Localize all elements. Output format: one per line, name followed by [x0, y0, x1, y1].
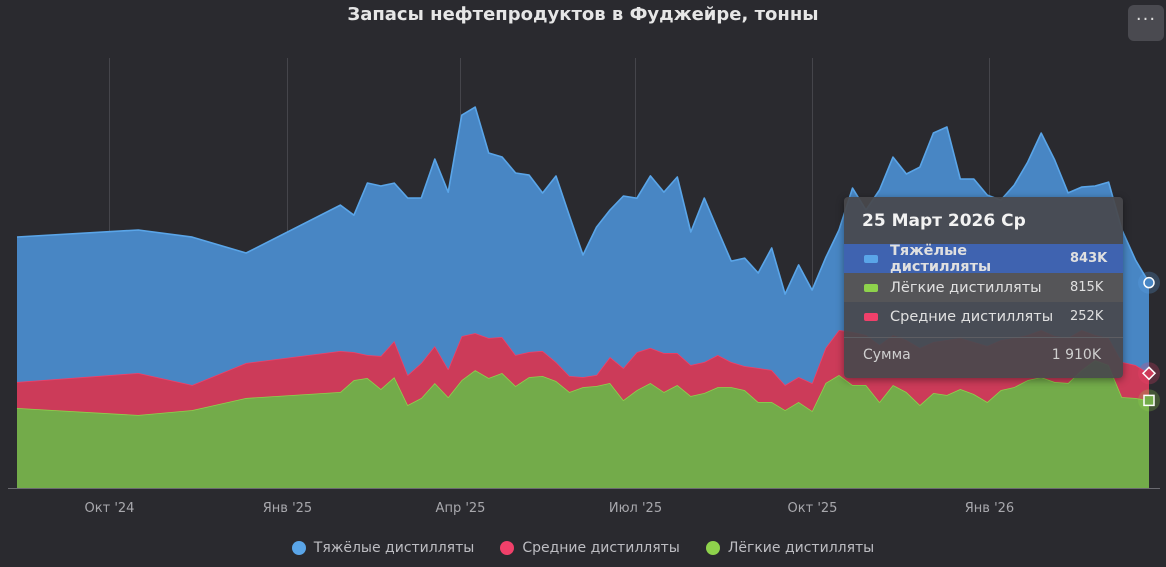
tooltip-sum-label: Сумма [863, 347, 911, 363]
x-tick-label: Окт '24 [85, 501, 135, 516]
circle-icon [500, 541, 515, 555]
legend-item-middle[interactable]: Средние дистилляты [500, 540, 680, 556]
tooltip: 25 Март 2026 Ср Тяжёлые дистилляты 843K … [844, 197, 1123, 378]
tooltip-row-middle: Средние дистилляты 252K [844, 302, 1123, 331]
x-tick-label: Янв '25 [263, 501, 312, 516]
tooltip-row-value: 815K [1070, 280, 1104, 295]
tooltip-row-heavy: Тяжёлые дистилляты 843K [844, 242, 1123, 275]
series-line [16, 106, 1150, 295]
tooltip-date: 25 Март 2026 Ср [862, 211, 1026, 231]
legend-label: Средние дистилляты [522, 540, 680, 556]
legend-label: Тяжёлые дистилляты [313, 540, 475, 556]
x-tick-label: Апр '25 [436, 501, 486, 516]
area-light-distillates [17, 360, 1149, 488]
tooltip-row-label: Тяжёлые дистилляты [890, 242, 992, 275]
tooltip-sum: Сумма 1 910K [863, 347, 1101, 363]
hover-markers [1138, 271, 1160, 412]
chart-title: Запасы нефтепродуктов в Фуджейре, тонны [347, 4, 819, 25]
middle-marker-diamond-icon [1141, 366, 1157, 381]
tooltip-sum-value: 1 910K [1051, 347, 1101, 363]
circle-icon [705, 541, 720, 555]
x-tick-label: Янв '26 [965, 501, 1014, 516]
legend-item-light[interactable]: Лёгкие дистилляты [705, 540, 875, 556]
more-horizontal-icon: ··· [1135, 9, 1157, 30]
heavy-swatch-icon [864, 254, 878, 263]
light-swatch-icon [864, 283, 878, 292]
legend-item-heavy[interactable]: Тяжёлые дистилляты [291, 540, 475, 556]
x-tick-label: Июл '25 [609, 501, 662, 516]
tooltip-row-value: 252K [1070, 309, 1104, 324]
tooltip-row-value: 843K [1070, 251, 1108, 266]
tooltip-row-label: Лёгкие дистилляты [890, 279, 1042, 296]
x-tick-label: Окт '25 [788, 501, 838, 516]
tooltip-row-label: Средние дистилляты [890, 308, 1054, 325]
legend: Тяжёлые дистилляты Средние дистилляты Лё… [0, 540, 1166, 556]
legend-label: Лёгкие дистилляты [727, 540, 875, 556]
circle-icon [291, 541, 306, 555]
tooltip-row-light: Лёгкие дистилляты 815K [844, 273, 1123, 302]
tooltip-divider [844, 337, 1123, 338]
heavy-marker-circle-icon [1143, 276, 1155, 289]
x-axis-ticks: Окт '24 Янв '25 Апр '25 Июл '25 Окт '25 Янв '… [85, 501, 1015, 516]
middle-swatch-icon [864, 312, 878, 321]
light-marker-square-icon [1143, 394, 1155, 407]
chart-menu-button[interactable]: ··· [1128, 5, 1164, 41]
